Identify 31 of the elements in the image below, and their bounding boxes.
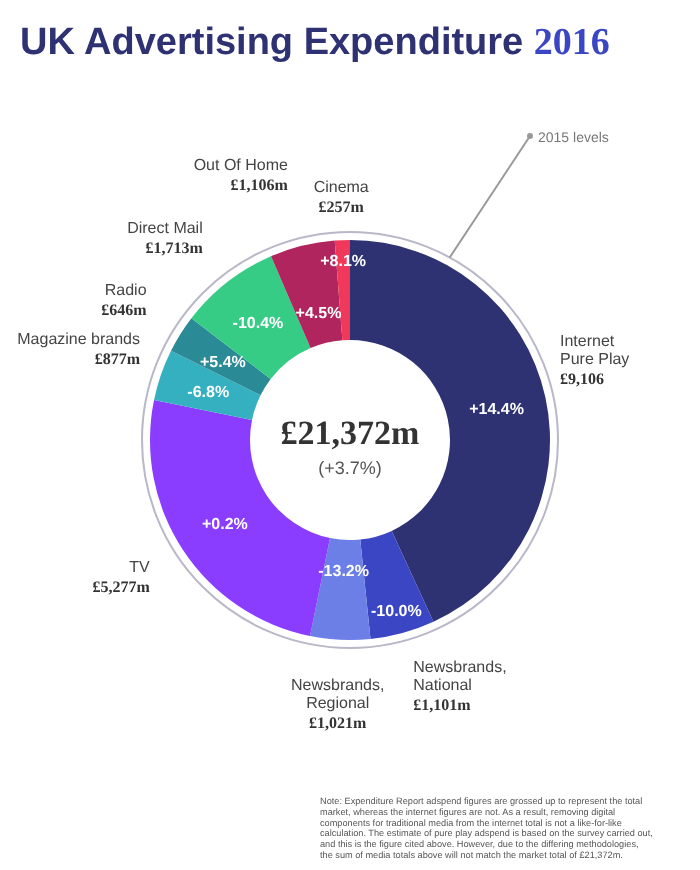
data-label: £877m	[94, 349, 141, 368]
slice-label: Direct Mail	[127, 218, 204, 237]
slice-label: TV	[129, 558, 152, 577]
slice-label: Magazine brands	[17, 329, 140, 348]
text: +14.4%	[469, 399, 524, 418]
chart-title: UK Advertising Expenditure 2016	[20, 22, 610, 64]
text: -6.8%	[187, 383, 230, 402]
donut-slice	[310, 537, 371, 640]
slice-label: Internet Pure Play	[560, 332, 630, 369]
data-label: £1,106m	[230, 175, 289, 194]
text: +4.5%	[295, 303, 342, 322]
data-label: £1,021m	[309, 713, 368, 732]
data-label: £646m	[101, 300, 148, 319]
text: +5.4%	[199, 352, 246, 371]
text: (+3.7%)	[318, 458, 382, 478]
data-label: £1,713m	[145, 238, 204, 257]
data-label: £5,277m	[92, 578, 151, 597]
slice-label: Radio	[104, 280, 148, 299]
text: £21,372m	[280, 414, 420, 452]
donut-slice	[154, 350, 261, 420]
slice-label: Cinema	[313, 178, 370, 197]
data-label: £257m	[318, 198, 365, 217]
data-label: £1,101m	[413, 695, 472, 714]
text: +0.2%	[201, 514, 248, 533]
text: -10.0%	[371, 601, 422, 620]
slice-label: Newsbrands, National	[413, 657, 507, 694]
slice-label: Out Of Home	[193, 155, 290, 174]
data-label: £9,106	[560, 370, 604, 389]
text: -13.2%	[318, 561, 369, 580]
slice-label: Newsbrands, Regional	[291, 675, 385, 712]
text: -10.4%	[232, 313, 284, 332]
